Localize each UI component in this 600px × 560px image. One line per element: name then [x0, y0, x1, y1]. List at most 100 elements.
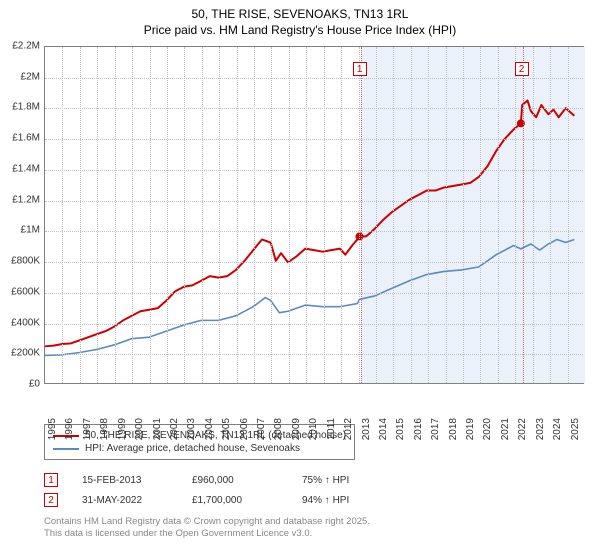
gridline-v: [393, 47, 394, 383]
annotation-row: 1 15-FEB-2013 £960,000 75% ↑ HPI: [44, 470, 382, 490]
gridline-h: [45, 262, 583, 263]
x-axis-label: 1998: [99, 418, 110, 440]
y-axis-label: £200K: [0, 348, 40, 359]
x-axis-label: 2019: [465, 418, 476, 440]
gridline-h: [45, 139, 583, 140]
legend-label: HPI: Average price, detached house, Seve…: [85, 443, 300, 454]
annotation-marker: 1: [44, 473, 58, 487]
gridline-h: [45, 293, 583, 294]
annotation-row: 2 31-MAY-2022 £1,700,000 94% ↑ HPI: [44, 490, 382, 510]
gridline-v: [219, 47, 220, 383]
gridline-v: [463, 47, 464, 383]
gridline-v: [446, 47, 447, 383]
chart-title: 50, THE RISE, SEVENOAKS, TN13 1RL Price …: [0, 0, 600, 38]
x-axis-label: 2003: [186, 418, 197, 440]
x-axis-label: 2014: [378, 418, 389, 440]
gridline-h: [45, 354, 583, 355]
annotation-price: £1,700,000: [192, 495, 278, 506]
x-axis-label: 2020: [482, 418, 493, 440]
plot-area: [44, 46, 584, 384]
gridline-v: [324, 47, 325, 383]
annotation-date: 15-FEB-2013: [82, 475, 168, 486]
series-line: [45, 239, 574, 355]
x-axis-label: 2012: [343, 418, 354, 440]
legend-swatch: [53, 448, 79, 450]
footer-line1: Contains HM Land Registry data © Crown c…: [44, 516, 370, 528]
gridline-v: [115, 47, 116, 383]
gridline-v: [184, 47, 185, 383]
gridline-v: [167, 47, 168, 383]
gridline-h: [45, 201, 583, 202]
event-marker-line: [361, 47, 362, 383]
annotation-date: 31-MAY-2022: [82, 495, 168, 506]
x-axis-label: 1995: [47, 418, 58, 440]
gridline-v: [411, 47, 412, 383]
y-axis-label: £2.2M: [0, 41, 40, 52]
x-axis-label: 2016: [413, 418, 424, 440]
x-axis-label: 1996: [64, 418, 75, 440]
event-marker-box: 1: [353, 62, 367, 76]
annotation-price: £960,000: [192, 475, 278, 486]
line-series: [45, 47, 583, 383]
gridline-v: [376, 47, 377, 383]
x-axis-label: 2007: [256, 418, 267, 440]
x-axis-label: 2001: [152, 418, 163, 440]
gridline-v: [62, 47, 63, 383]
y-axis-label: £1.6M: [0, 133, 40, 144]
annotation-hpi: 94% ↑ HPI: [302, 495, 382, 506]
x-axis-label: 2005: [221, 418, 232, 440]
footer-line2: This data is licensed under the Open Gov…: [44, 528, 370, 540]
y-axis-label: £1.2M: [0, 194, 40, 205]
gridline-v: [498, 47, 499, 383]
x-axis-label: 2023: [535, 418, 546, 440]
y-axis-label: £400K: [0, 317, 40, 328]
gridline-v: [150, 47, 151, 383]
gridline-v: [132, 47, 133, 383]
y-axis-label: £800K: [0, 256, 40, 267]
x-axis-label: 2017: [430, 418, 441, 440]
gridline-v: [289, 47, 290, 383]
gridline-v: [359, 47, 360, 383]
annotation-marker: 2: [44, 493, 58, 507]
legend-item: 50, THE RISE, SEVENOAKS, TN13 1RL (detac…: [53, 429, 346, 442]
gridline-v: [80, 47, 81, 383]
x-axis-label: 2011: [326, 418, 337, 440]
gridline-v: [568, 47, 569, 383]
x-axis-label: 1999: [117, 418, 128, 440]
gridline-h: [45, 231, 583, 232]
x-axis-label: 2021: [500, 418, 511, 440]
gridline-v: [515, 47, 516, 383]
gridline-v: [271, 47, 272, 383]
x-axis-label: 2010: [308, 418, 319, 440]
gridline-v: [254, 47, 255, 383]
annotation-hpi: 75% ↑ HPI: [302, 475, 382, 486]
event-marker-line: [523, 47, 524, 383]
chart-container: 50, THE RISE, SEVENOAKS, TN13 1RL Price …: [0, 0, 600, 560]
x-axis-label: 2000: [134, 418, 145, 440]
gridline-v: [480, 47, 481, 383]
gridline-v: [306, 47, 307, 383]
x-axis-label: 2009: [291, 418, 302, 440]
attribution-footer: Contains HM Land Registry data © Crown c…: [44, 516, 370, 541]
gridline-h: [45, 78, 583, 79]
y-axis-label: £1.4M: [0, 163, 40, 174]
gridline-h: [45, 324, 583, 325]
gridline-v: [97, 47, 98, 383]
gridline-v: [533, 47, 534, 383]
annotation-table: 1 15-FEB-2013 £960,000 75% ↑ HPI 2 31-MA…: [44, 470, 382, 510]
x-axis-label: 2018: [448, 418, 459, 440]
series-line: [45, 100, 574, 346]
y-axis-label: £600K: [0, 286, 40, 297]
x-axis-label: 2004: [204, 418, 215, 440]
gridline-h: [45, 108, 583, 109]
y-axis-label: £1.8M: [0, 102, 40, 113]
y-axis-label: £0: [0, 379, 40, 390]
x-axis-label: 2015: [395, 418, 406, 440]
x-axis-label: 2006: [239, 418, 250, 440]
title-line2: Price paid vs. HM Land Registry's House …: [0, 22, 600, 38]
x-axis-label: 2002: [169, 418, 180, 440]
title-line1: 50, THE RISE, SEVENOAKS, TN13 1RL: [0, 6, 600, 22]
x-axis-label: 2025: [570, 418, 581, 440]
x-axis-label: 2024: [552, 418, 563, 440]
legend-item: HPI: Average price, detached house, Seve…: [53, 442, 346, 455]
